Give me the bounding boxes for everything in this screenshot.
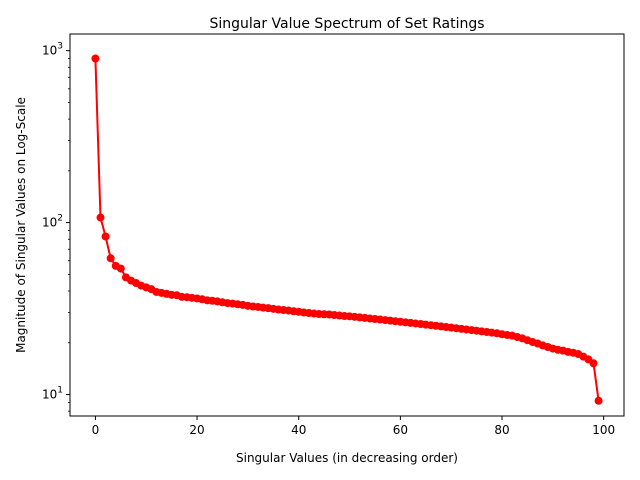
y-tick-label: 102 [42, 214, 63, 230]
x-tick-label: 60 [393, 423, 408, 437]
data-point [116, 264, 125, 273]
y-tick-label: 103 [42, 42, 63, 58]
x-tick-label: 20 [189, 423, 204, 437]
y-tick-base: 10 [42, 216, 57, 230]
data-point [96, 213, 105, 222]
x-tick-label: 0 [92, 423, 100, 437]
y-tick-base: 10 [42, 44, 57, 58]
x-axis-label: Singular Values (in decreasing order) [236, 451, 458, 465]
x-tick-label: 80 [494, 423, 509, 437]
data-point [91, 54, 100, 63]
y-tick-exponent: 3 [57, 42, 63, 52]
x-tick-label: 40 [291, 423, 306, 437]
data-point [594, 396, 603, 405]
series-group [91, 54, 603, 405]
y-tick-label: 101 [42, 386, 63, 402]
y-axis-label: Magnitude of Singular Values on Log-Scal… [14, 97, 28, 353]
plot-area [70, 34, 624, 416]
chart-title: Singular Value Spectrum of Set Ratings [209, 16, 484, 32]
axes-frame [69, 33, 625, 417]
data-point [101, 232, 110, 241]
data-point [589, 359, 598, 368]
y-tick-exponent: 2 [57, 214, 63, 224]
y-tick-base: 10 [42, 388, 57, 402]
data-point [106, 254, 115, 263]
y-tick-exponent: 1 [57, 386, 63, 396]
x-tick-label: 100 [592, 423, 615, 437]
